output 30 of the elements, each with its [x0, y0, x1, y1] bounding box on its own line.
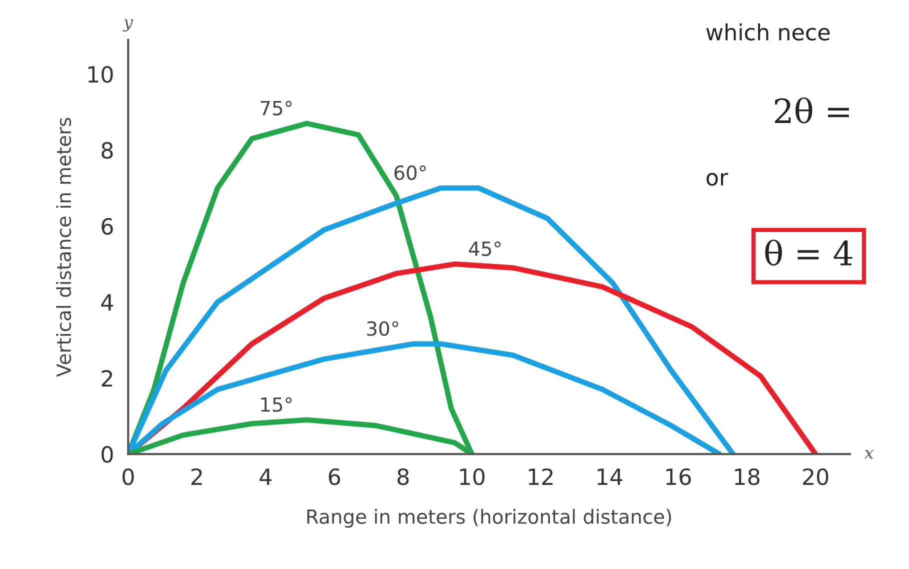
series-label: 75°	[260, 100, 292, 116]
y-tick-label: 6	[102, 218, 113, 235]
y-tick-label: 10	[88, 66, 113, 83]
x-tick-label: 16	[666, 468, 691, 486]
series-label: 60°	[394, 165, 426, 180]
text: x	[864, 450, 874, 459]
x-tick-label: 10	[460, 468, 485, 486]
x-tick-label: 14	[598, 468, 622, 485]
y-tick-label: 4	[101, 294, 114, 310]
x-tick-label: 4	[260, 468, 272, 485]
x-axis-title: Range in meters (horizontal distance)	[307, 508, 671, 528]
x-tick-label: 8	[398, 468, 409, 486]
y-tick-label: 2	[102, 370, 112, 386]
annotation: θ = 4	[765, 240, 852, 266]
series-label: 45°	[468, 241, 501, 256]
x-tick-label: 20	[803, 468, 828, 486]
series-label: 30°	[367, 321, 398, 336]
x-tick-label: 6	[328, 468, 340, 486]
annotation: which nece	[706, 23, 830, 41]
x-tick-label: 2	[191, 468, 202, 485]
x-tick-label: 18	[735, 468, 760, 486]
y-axis-title: Vertical distance in meters	[56, 118, 72, 377]
series-label: 15°	[261, 397, 292, 412]
annotation: 2θ =	[774, 97, 849, 124]
annotation: or	[706, 172, 728, 186]
y-tick-label: 0	[102, 446, 113, 463]
x-tick-label: 12	[528, 468, 553, 485]
y-tick-label: 8	[102, 142, 113, 159]
text: y	[122, 19, 134, 32]
x-tick-label: 0	[122, 468, 134, 486]
